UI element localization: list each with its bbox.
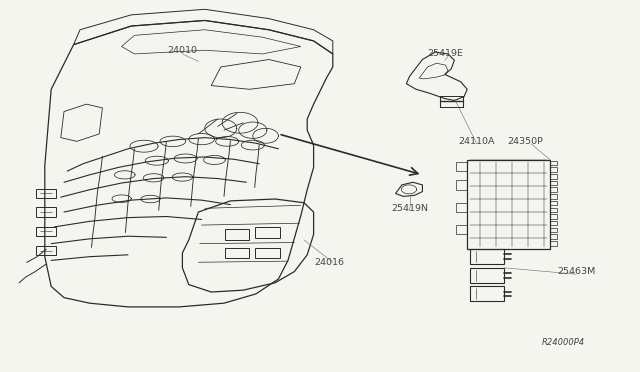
Bar bbox=[550, 241, 557, 246]
Bar bbox=[470, 268, 504, 283]
Bar bbox=[255, 227, 280, 238]
Bar bbox=[440, 96, 463, 107]
Bar bbox=[36, 246, 56, 255]
Bar bbox=[225, 229, 249, 240]
Text: 25419N: 25419N bbox=[391, 204, 428, 213]
Bar bbox=[550, 174, 557, 179]
Bar bbox=[255, 248, 280, 258]
Bar bbox=[36, 207, 56, 217]
Bar bbox=[456, 225, 467, 234]
Bar bbox=[550, 181, 557, 185]
Text: 25463M: 25463M bbox=[557, 267, 595, 276]
Bar bbox=[36, 189, 56, 198]
Bar bbox=[550, 167, 557, 172]
Bar bbox=[470, 249, 504, 264]
Text: 24350P: 24350P bbox=[507, 137, 543, 146]
Bar bbox=[456, 203, 467, 212]
Bar bbox=[456, 180, 467, 190]
Bar bbox=[550, 161, 557, 165]
Text: 24010: 24010 bbox=[168, 46, 197, 55]
Bar bbox=[550, 208, 557, 212]
Text: R24000P4: R24000P4 bbox=[541, 338, 585, 347]
Text: 24110A: 24110A bbox=[458, 137, 495, 146]
Bar bbox=[550, 194, 557, 199]
Bar bbox=[225, 248, 249, 258]
Bar bbox=[550, 201, 557, 205]
Text: 24016: 24016 bbox=[315, 258, 344, 267]
Bar bbox=[550, 214, 557, 219]
Bar bbox=[550, 187, 557, 192]
Bar bbox=[36, 227, 56, 236]
Bar bbox=[550, 234, 557, 239]
Bar bbox=[456, 162, 467, 171]
Bar bbox=[467, 160, 550, 249]
Text: 25419E: 25419E bbox=[427, 49, 463, 58]
Bar bbox=[470, 286, 504, 301]
Bar bbox=[550, 228, 557, 232]
Bar bbox=[550, 221, 557, 225]
